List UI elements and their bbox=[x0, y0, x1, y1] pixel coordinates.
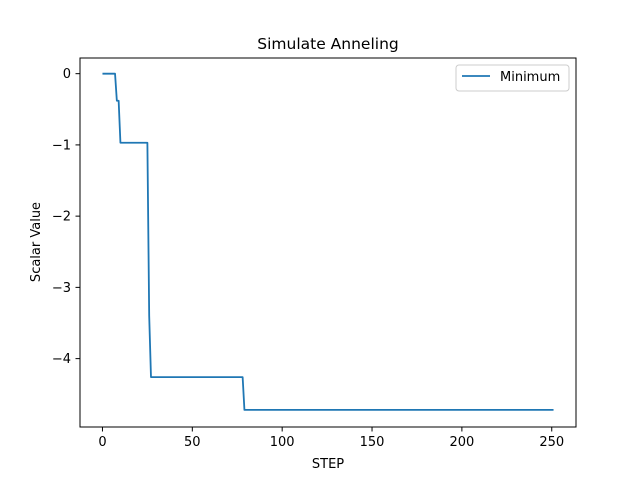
x-axis-title: STEP bbox=[312, 457, 344, 472]
x-tick-label: 0 bbox=[98, 435, 106, 450]
y-tick-label: −2 bbox=[52, 210, 71, 225]
legend-box bbox=[455, 64, 570, 92]
y-tick-label: −3 bbox=[52, 281, 71, 296]
series-line-0 bbox=[102, 72, 554, 411]
y-tick-label: 0 bbox=[63, 67, 71, 82]
x-tick-label: 100 bbox=[270, 435, 295, 450]
chart-title: Simulate Anneling bbox=[257, 35, 398, 53]
y-tick-label: −4 bbox=[52, 352, 71, 367]
legend-label: Minimum bbox=[500, 70, 560, 85]
x-tick-label: 50 bbox=[184, 435, 201, 450]
y-tick-label: −1 bbox=[52, 138, 71, 153]
x-tick-label: 150 bbox=[360, 435, 385, 450]
x-axis-ticks: 0 50 100 150 200 250 bbox=[98, 427, 564, 450]
axes-frame bbox=[79, 57, 577, 428]
y-axis-ticks: 0 −1 −2 −3 −4 bbox=[52, 67, 80, 367]
x-tick-label: 250 bbox=[539, 435, 564, 450]
y-axis-title: Scalar Value bbox=[29, 202, 44, 282]
plot-area bbox=[102, 72, 554, 411]
x-tick-label: 200 bbox=[449, 435, 474, 450]
legend: Minimum bbox=[455, 64, 570, 92]
